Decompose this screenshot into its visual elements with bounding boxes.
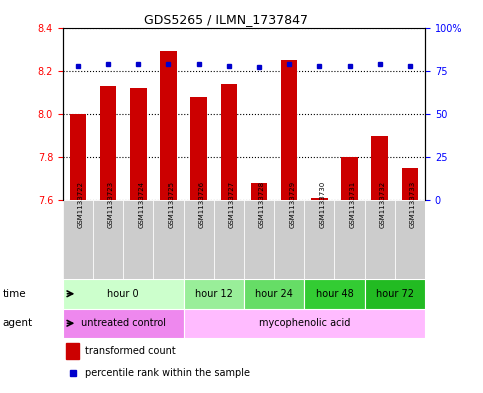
- Text: GSM1133730: GSM1133730: [319, 181, 326, 228]
- Bar: [213, 200, 244, 279]
- Text: hour 72: hour 72: [376, 289, 414, 299]
- Bar: [154, 200, 184, 279]
- Bar: [70, 114, 86, 200]
- Bar: [341, 157, 358, 200]
- Bar: [160, 51, 177, 200]
- Text: GSM1133733: GSM1133733: [410, 181, 416, 228]
- Bar: [395, 200, 425, 279]
- Text: time: time: [2, 289, 26, 299]
- Text: hour 12: hour 12: [195, 289, 233, 299]
- Text: GSM1133728: GSM1133728: [259, 181, 265, 228]
- Bar: [311, 198, 327, 200]
- Bar: [184, 309, 425, 338]
- Bar: [402, 168, 418, 200]
- Bar: [190, 97, 207, 200]
- Bar: [63, 279, 184, 309]
- Text: GSM1133732: GSM1133732: [380, 181, 386, 228]
- Bar: [221, 84, 237, 200]
- Bar: [365, 279, 425, 309]
- Bar: [244, 200, 274, 279]
- Bar: [100, 86, 116, 200]
- Text: hour 0: hour 0: [107, 289, 139, 299]
- Text: untreated control: untreated control: [81, 318, 166, 328]
- Bar: [123, 200, 154, 279]
- Bar: [251, 183, 267, 200]
- Bar: [244, 279, 304, 309]
- Bar: [63, 200, 93, 279]
- Text: hour 48: hour 48: [315, 289, 354, 299]
- Bar: [130, 88, 146, 200]
- Bar: [281, 60, 298, 200]
- Bar: [304, 200, 334, 279]
- Bar: [67, 343, 79, 359]
- Text: GSM1133723: GSM1133723: [108, 181, 114, 228]
- Bar: [371, 136, 388, 200]
- Bar: [304, 279, 365, 309]
- Bar: [184, 279, 244, 309]
- Text: GSM1133725: GSM1133725: [169, 181, 174, 228]
- Text: GSM1133724: GSM1133724: [138, 181, 144, 228]
- Bar: [365, 200, 395, 279]
- Text: GSM1133731: GSM1133731: [350, 181, 355, 228]
- Text: GSM1133726: GSM1133726: [199, 181, 205, 228]
- Bar: [184, 200, 213, 279]
- Text: GSM1133729: GSM1133729: [289, 181, 295, 228]
- Text: mycophenolic acid: mycophenolic acid: [258, 318, 350, 328]
- Text: percentile rank within the sample: percentile rank within the sample: [85, 368, 250, 378]
- Text: transformed count: transformed count: [85, 346, 175, 356]
- Bar: [334, 200, 365, 279]
- Text: hour 24: hour 24: [255, 289, 293, 299]
- Text: agent: agent: [2, 318, 32, 328]
- Bar: [274, 200, 304, 279]
- Bar: [63, 309, 184, 338]
- Bar: [93, 200, 123, 279]
- Title: GDS5265 / ILMN_1737847: GDS5265 / ILMN_1737847: [144, 13, 308, 26]
- Text: GSM1133727: GSM1133727: [229, 181, 235, 228]
- Text: GSM1133722: GSM1133722: [78, 181, 84, 228]
